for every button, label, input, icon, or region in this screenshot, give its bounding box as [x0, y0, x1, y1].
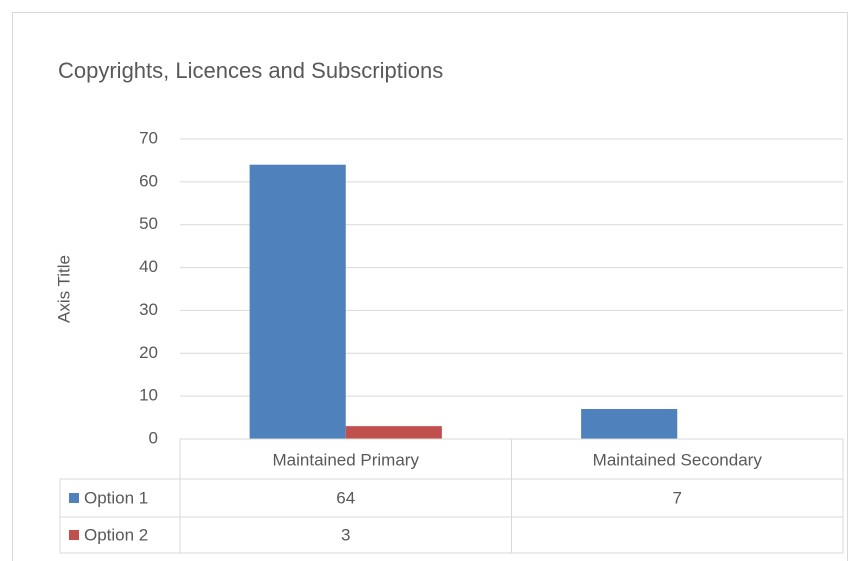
x-tick-label: Maintained Primary — [273, 450, 420, 469]
legend-swatch — [69, 530, 79, 540]
table-value: 64 — [336, 488, 355, 507]
chart-border — [12, 12, 848, 561]
table-value: 3 — [341, 525, 350, 544]
legend-label: Option 1 — [84, 488, 148, 507]
bar — [581, 409, 678, 439]
y-tick-label: 60 — [139, 171, 158, 190]
x-tick-label: Maintained Secondary — [593, 450, 763, 469]
y-tick-label: 70 — [139, 128, 158, 147]
chart-title: Copyrights, Licences and Subscriptions — [58, 58, 443, 83]
bar — [249, 164, 346, 439]
y-tick-label: 50 — [139, 214, 158, 233]
legend-label: Option 2 — [84, 525, 148, 544]
y-tick-label: 40 — [139, 257, 158, 276]
legend-swatch — [69, 493, 79, 503]
y-axis-title: Axis Title — [54, 255, 73, 323]
table-value: 7 — [673, 488, 682, 507]
bar — [345, 426, 442, 439]
y-tick-label: 10 — [139, 386, 158, 405]
y-tick-label: 30 — [139, 300, 158, 319]
y-tick-label: 0 — [149, 428, 158, 447]
y-tick-label: 20 — [139, 343, 158, 362]
